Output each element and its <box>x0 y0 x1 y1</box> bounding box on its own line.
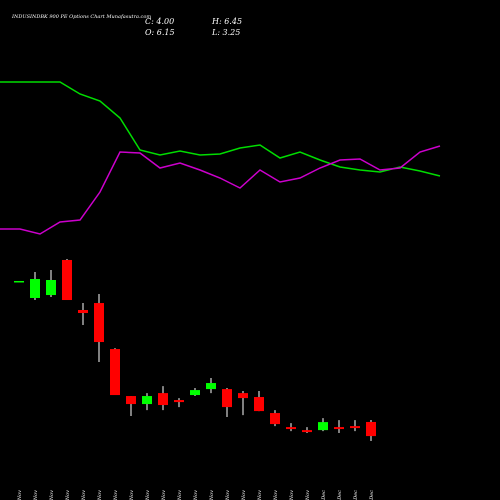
x-tick-label: 03 Nov <box>17 490 23 500</box>
candle-body <box>142 396 152 405</box>
x-tick-label: 13 Nov <box>129 490 135 500</box>
x-tick-label: 24 Nov <box>241 490 247 500</box>
candle-body <box>206 383 216 390</box>
x-tick-label: 19 Nov <box>193 490 199 500</box>
candle-body <box>126 396 136 405</box>
candle-body <box>62 259 72 301</box>
x-tick-label: 12 Nov <box>113 490 119 500</box>
candle-body <box>254 397 264 412</box>
indicator-line <box>0 145 441 235</box>
candle-body <box>78 309 88 314</box>
candle-body <box>270 413 280 425</box>
x-tick-label: 02 Dec <box>337 490 343 500</box>
candle-body <box>366 421 376 437</box>
candle-body <box>318 422 328 431</box>
x-tick-label: 04 Dec <box>369 490 375 500</box>
candle-body <box>286 427 296 430</box>
x-tick-label: 17 Nov <box>161 490 167 500</box>
candle-body <box>302 430 312 433</box>
x-tick-label: 11 Nov <box>97 490 103 500</box>
candle-body <box>350 426 360 429</box>
ohlc-low: L: 3.25 <box>211 28 240 37</box>
candle-body <box>14 280 24 283</box>
x-tick-label: 10 Nov <box>81 490 87 500</box>
x-tick-label: 20 Nov <box>209 490 215 500</box>
x-tick-label: 14 Nov <box>145 490 151 500</box>
candle-body <box>30 279 40 298</box>
candle-body <box>174 400 184 403</box>
candle-body <box>190 390 200 396</box>
x-tick-label: 05 Nov <box>49 490 55 500</box>
candle-body <box>46 280 56 296</box>
candle-body <box>110 349 120 396</box>
x-tick-label: 03 Dec <box>353 490 359 500</box>
x-tick-label: 25 Nov <box>257 490 263 500</box>
ohlc-close: C: 4.00 <box>145 17 174 26</box>
candle-body <box>222 389 232 408</box>
x-tick-label: 01 Dec <box>321 490 327 500</box>
ohlc-high: H: 6.45 <box>211 17 242 26</box>
x-tick-label: 18 Nov <box>177 490 183 500</box>
candle-body <box>238 393 248 399</box>
candle-body <box>334 427 344 430</box>
x-tick-label: 04 Nov <box>33 490 39 500</box>
x-tick-label: 28 Nov <box>305 490 311 500</box>
x-tick-label: 27 Nov <box>289 490 295 500</box>
candle-body <box>94 303 104 343</box>
x-tick-label: 26 Nov <box>273 490 279 500</box>
candle-body <box>158 393 168 406</box>
ohlc-open: O: 6.15 <box>145 28 175 37</box>
indicator-line <box>0 81 441 177</box>
x-tick-label: 21 Nov <box>225 490 231 500</box>
x-tick-label: 07 Nov <box>65 490 71 500</box>
chart-title: INDUSINDBK 900 PE Options Chart Munafasu… <box>11 14 151 20</box>
